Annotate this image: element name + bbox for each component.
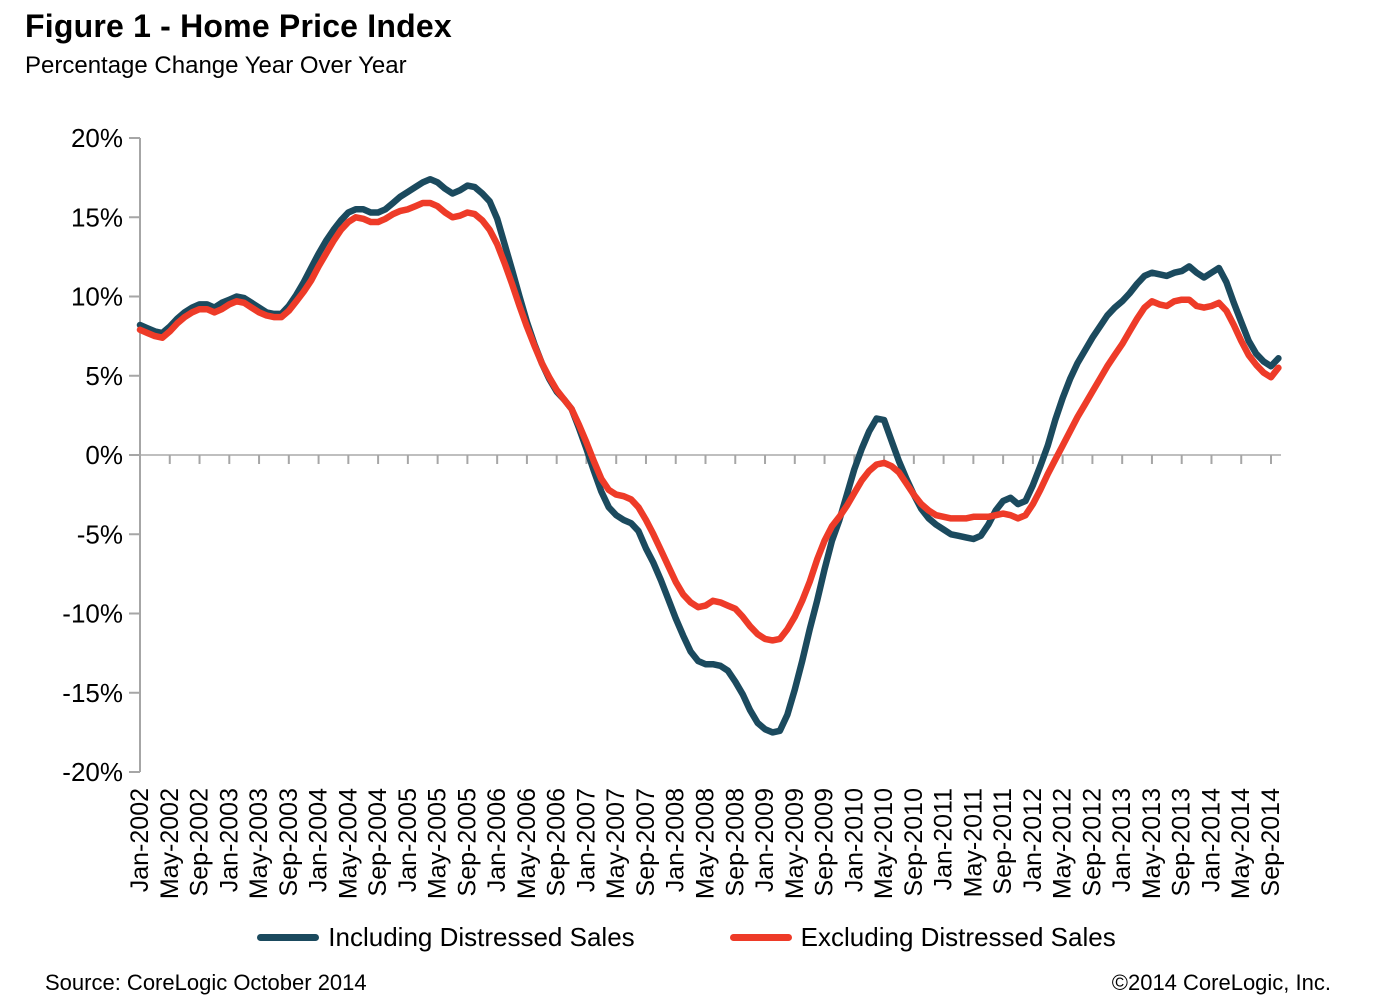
chart-legend: Including Distressed Sales Excluding Dis… [0,922,1373,953]
x-axis-label: Jan-2007 [572,788,600,892]
x-axis-label: May-2014 [1227,788,1255,899]
x-axis-label: Sep-2006 [543,788,571,896]
y-axis-label: -10% [62,599,123,629]
x-axis-label: Sep-2008 [721,788,749,896]
x-axis-label: Sep-2009 [811,788,839,896]
x-axis-label: May-2002 [156,788,184,899]
x-axis-label: Jan-2011 [930,788,958,890]
x-axis-label: Jan-2006 [483,788,511,892]
x-axis-label: May-2006 [513,788,541,899]
x-axis-label: Sep-2002 [186,788,214,896]
legend-label-excluding: Excluding Distressed Sales [800,922,1116,952]
y-axis-label: -15% [62,678,123,708]
x-axis-label: Jan-2005 [394,788,422,892]
x-axis-label: Jan-2014 [1197,788,1225,892]
y-axis-label: 20% [71,123,123,153]
x-axis-label: Sep-2003 [275,788,303,896]
x-axis-label: May-2009 [781,788,809,899]
y-axis-label: -5% [77,519,123,549]
x-axis-label: Jan-2003 [215,788,243,892]
series-line-excluding-distressed [136,199,1282,644]
source-note: Source: CoreLogic October 2014 [45,970,367,995]
x-axis-label: Sep-2013 [1168,788,1196,896]
x-axis-label: Sep-2004 [364,788,392,897]
legend-line-swatch-excluding [729,934,792,941]
x-axis-label: Jan-2002 [126,788,154,892]
x-axis-label: Sep-2014 [1257,788,1285,897]
x-axis-label: Jan-2010 [840,788,868,892]
x-axis-label: Sep-2010 [900,788,928,896]
x-axis-label: Sep-2012 [1078,788,1106,896]
legend-line-swatch-including [257,934,320,941]
series-line-including-distressed [136,175,1282,736]
y-axis-label: -20% [62,757,123,787]
y-axis-label: 10% [71,282,123,312]
x-axis-label: Jan-2004 [305,788,333,892]
y-axis-label: 0% [85,440,123,470]
x-axis-label: May-2013 [1138,788,1166,899]
x-axis-label: May-2010 [870,788,898,899]
x-axis-label: Sep-2011 [989,788,1017,895]
legend-item-excluding: Excluding Distressed Sales [729,922,1116,953]
chart-title: Figure 1 - Home Price Index [25,8,452,44]
x-axis-label: May-2004 [334,788,362,899]
x-axis-label: Jan-2008 [662,788,690,892]
legend-label-including: Including Distressed Sales [328,922,635,952]
x-axis-label: May-2005 [424,788,452,899]
y-axis-label: 15% [71,202,123,232]
y-axis-label: 5% [85,361,123,391]
x-axis-label: May-2012 [1049,788,1077,899]
x-axis-label: May-2007 [602,788,630,899]
x-axis-label: Sep-2007 [632,788,660,896]
x-axis-label: Jan-2013 [1108,788,1136,892]
x-axis-label: Jan-2012 [1019,788,1047,892]
legend-item-including: Including Distressed Sales [257,922,635,953]
copyright-note: ©2014 CoreLogic, Inc. [1111,970,1331,995]
x-axis-label: May-2011 [959,788,987,897]
x-axis-label: Jan-2009 [751,788,779,892]
x-axis-label: May-2003 [245,788,273,899]
x-axis-label: May-2008 [692,788,720,899]
x-axis-label: Sep-2005 [453,788,481,896]
chart-subtitle: Percentage Change Year Over Year [25,52,407,79]
